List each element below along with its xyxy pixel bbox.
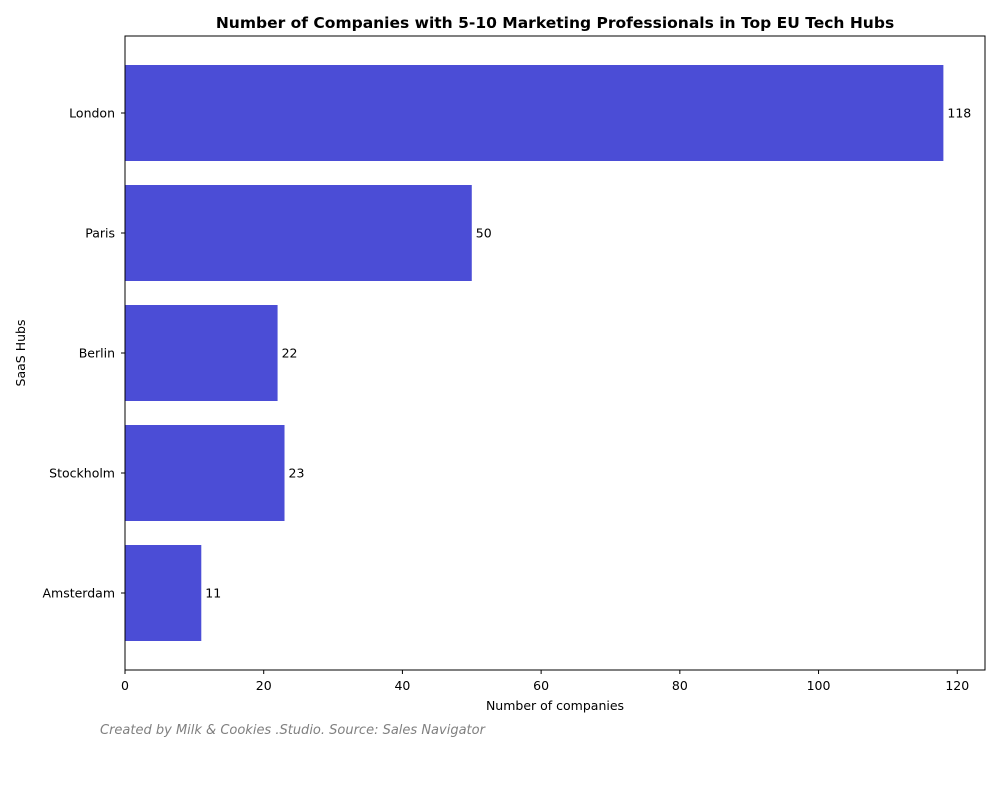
source-footnote: Created by Milk & Cookies .Studio. Sourc…	[100, 723, 485, 738]
x-axis-label: Number of companies	[486, 698, 624, 713]
data-label-berlin: 22	[282, 346, 298, 361]
bar-paris	[125, 185, 472, 281]
bar-amsterdam	[125, 545, 202, 641]
chart-title: Number of Companies with 5-10 Marketing …	[216, 14, 894, 32]
y-tick-label-london: London	[69, 106, 115, 121]
data-label-stockholm: 23	[289, 466, 305, 481]
data-label-london: 118	[947, 106, 971, 121]
x-tick-label: 40	[394, 678, 410, 693]
bar-london	[125, 65, 944, 161]
x-tick-label: 0	[121, 678, 129, 693]
y-tick-label-berlin: Berlin	[79, 346, 115, 361]
x-tick-label: 120	[945, 678, 969, 693]
bar-stockholm	[125, 425, 285, 521]
y-tick-label-amsterdam: Amsterdam	[42, 586, 115, 601]
plot-area: 118 50 22 23 11	[125, 65, 971, 641]
y-tick-label-stockholm: Stockholm	[49, 466, 115, 481]
data-label-amsterdam: 11	[205, 586, 221, 601]
y-tick-label-paris: Paris	[85, 226, 115, 241]
x-axis: 0 20 40 60 80 100 120	[121, 670, 969, 693]
x-tick-label: 100	[807, 678, 831, 693]
x-tick-label: 60	[533, 678, 549, 693]
y-axis: London Paris Berlin Stockholm Amsterdam	[42, 106, 125, 601]
x-tick-label: 20	[256, 678, 272, 693]
y-axis-label: SaaS Hubs	[13, 320, 28, 387]
bar-berlin	[125, 305, 278, 401]
x-tick-label: 80	[672, 678, 688, 693]
data-label-paris: 50	[476, 226, 492, 241]
